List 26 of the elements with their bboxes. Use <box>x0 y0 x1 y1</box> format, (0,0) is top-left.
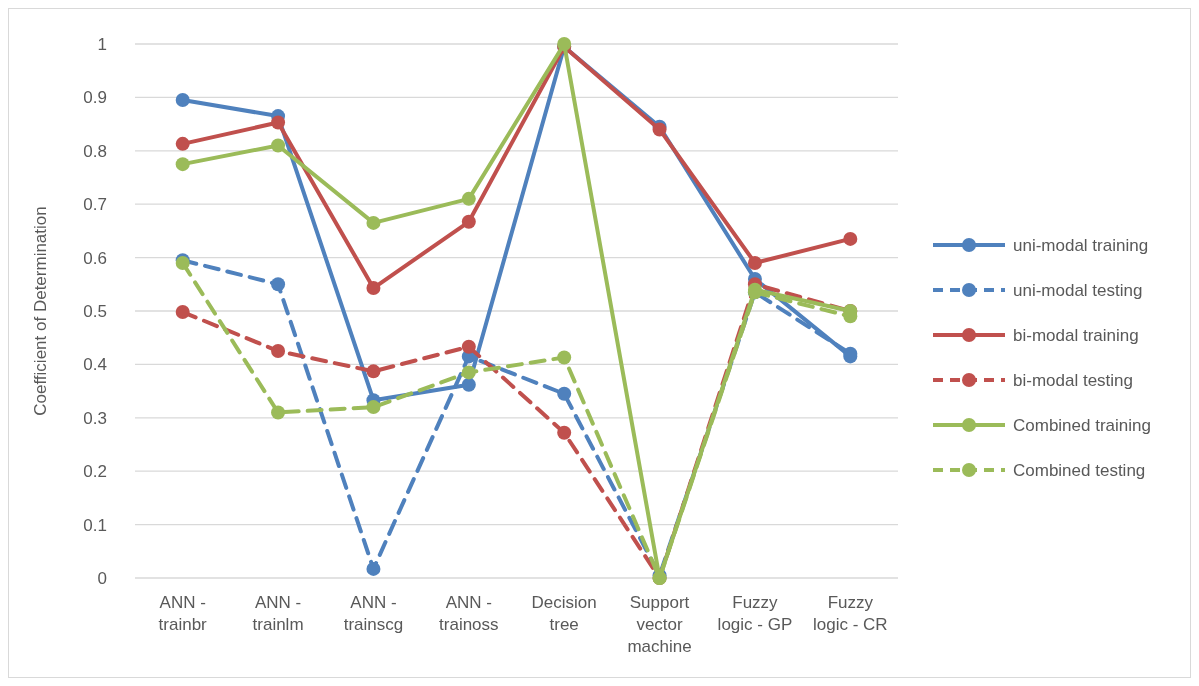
legend-label: bi-modal testing <box>1013 370 1134 390</box>
y-tick-label: 0.4 <box>83 355 107 375</box>
x-tick-label: ANN - trainscg <box>343 593 404 634</box>
x-tick-label: ANN - trainoss <box>439 593 499 634</box>
x-tick-label: Fuzzy logic - CR <box>813 593 888 634</box>
y-tick-label: 0.3 <box>83 408 107 428</box>
legend-label: Combined testing <box>1013 460 1146 480</box>
y-tick-label: 0.5 <box>83 301 107 321</box>
x-tick-label: Decision tree <box>531 593 597 634</box>
y-tick-label: 0.9 <box>83 88 107 108</box>
legend-label: uni-modal training <box>1013 235 1149 255</box>
y-tick-label: 0.1 <box>83 515 107 535</box>
legend-label: Combined training <box>1013 415 1151 435</box>
y-tick-label: 0 <box>97 568 107 588</box>
y-axis-title: Coefficient of Determination <box>31 206 50 416</box>
x-tick-label: Support vector machine <box>627 593 692 656</box>
y-tick-label: 0.7 <box>83 195 107 215</box>
legend-label: uni-modal testing <box>1013 280 1143 300</box>
x-tick-label: ANN - trainbr <box>158 593 208 634</box>
y-tick-label: 0.6 <box>83 248 107 268</box>
x-tick-label: Fuzzy logic - GP <box>717 593 793 634</box>
legend-label: bi-modal training <box>1013 325 1139 345</box>
x-tick-label: ANN - trainlm <box>252 593 304 634</box>
y-tick-label: 0.8 <box>83 141 107 161</box>
y-tick-label: 1 <box>97 34 107 54</box>
y-tick-label: 0.2 <box>83 462 107 482</box>
